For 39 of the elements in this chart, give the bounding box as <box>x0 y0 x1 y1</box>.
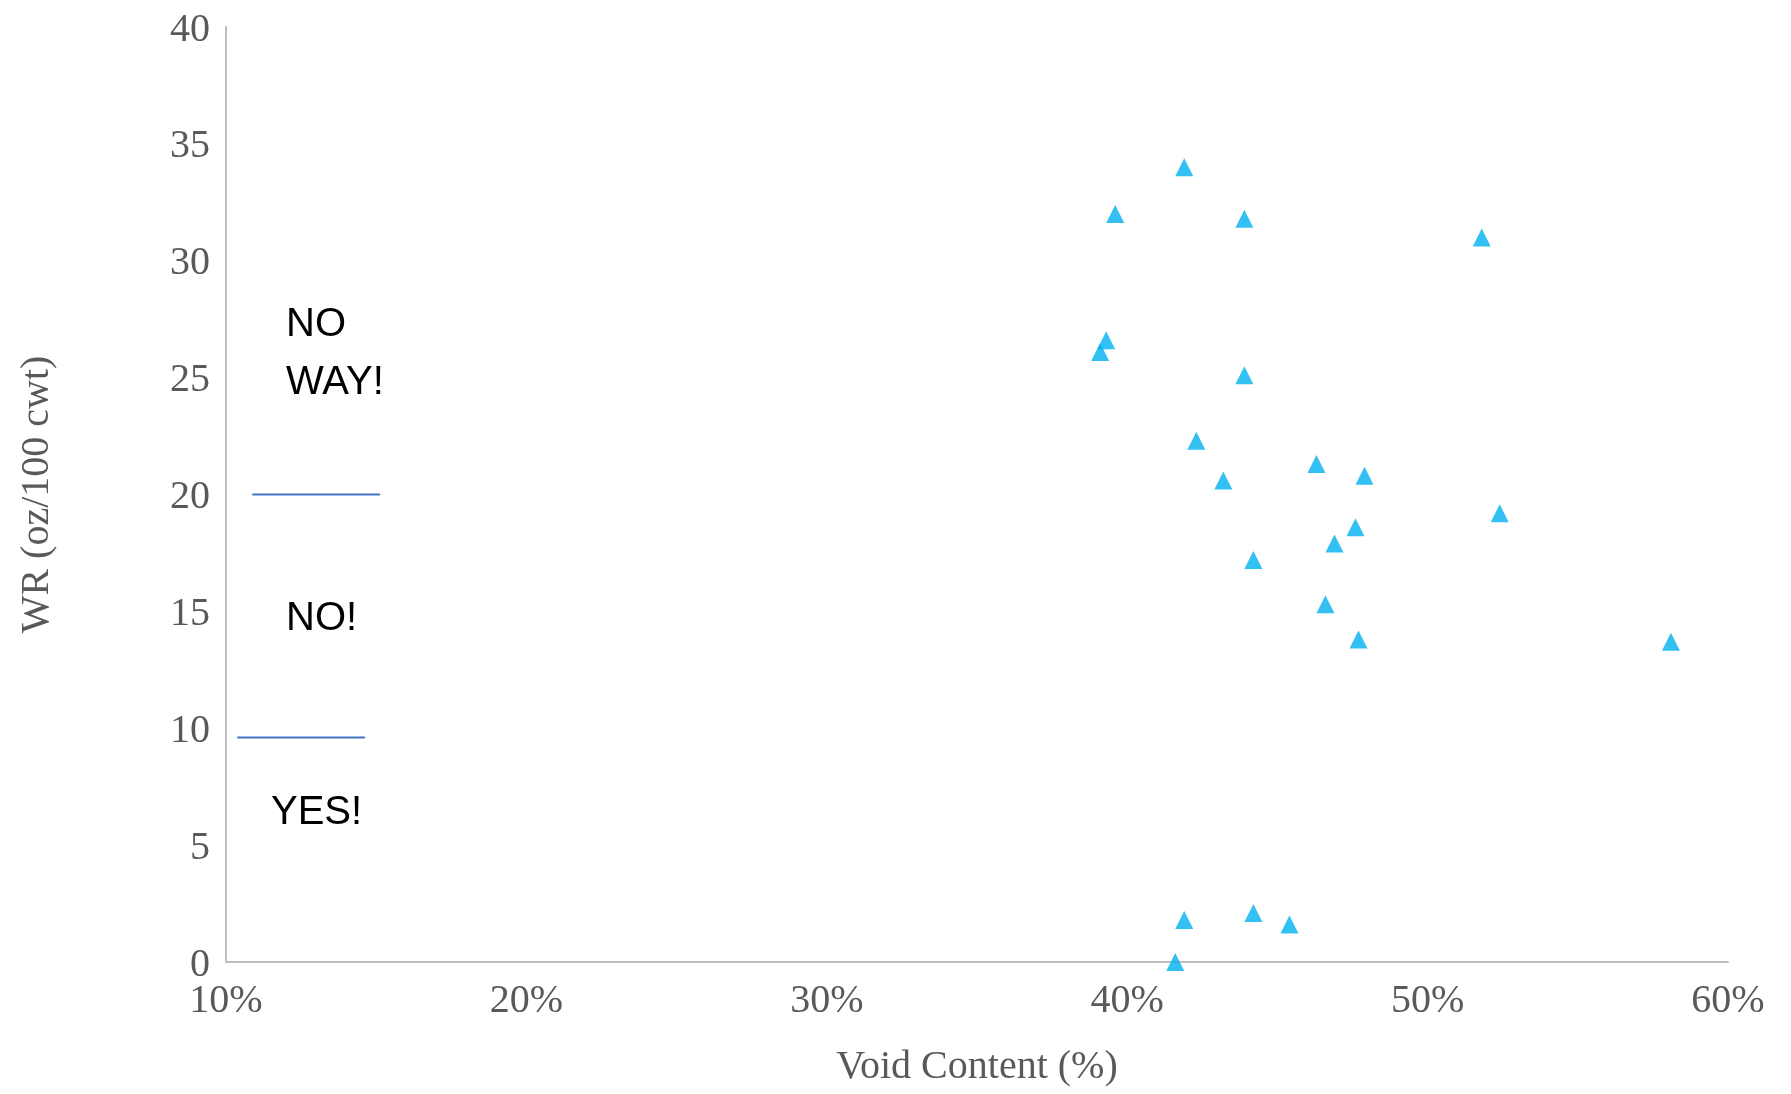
point <box>1472 228 1491 247</box>
annotation: YES! <box>271 787 363 832</box>
point <box>1661 632 1680 651</box>
y-tick-label: 30 <box>170 238 210 284</box>
point <box>1235 366 1254 385</box>
annotation: NO! <box>286 594 358 639</box>
point <box>1355 466 1374 485</box>
y-tick-label: 25 <box>170 355 210 401</box>
point <box>1490 504 1509 523</box>
point <box>1214 471 1233 490</box>
annotation: NO WAY! <box>286 299 384 402</box>
x-tick-label: 60% <box>1691 975 1765 1021</box>
point <box>1244 550 1263 569</box>
x-tick-label: 20% <box>489 975 564 1021</box>
y-tick-label: 35 <box>170 121 210 167</box>
x-tick-label: 40% <box>1090 975 1164 1021</box>
y-tick-label: 10 <box>170 705 210 751</box>
point <box>1166 953 1185 971</box>
point <box>1187 431 1206 450</box>
point <box>1325 534 1344 553</box>
y-tick-label: 40 <box>170 4 210 50</box>
point <box>1175 910 1194 929</box>
y-tick-label: 5 <box>190 822 210 868</box>
point <box>1316 595 1335 614</box>
y-tick-label: 20 <box>170 472 210 517</box>
x-axis-title: Void Content (%) <box>836 1041 1118 1087</box>
point <box>1235 209 1254 228</box>
point <box>1307 455 1326 474</box>
point <box>1349 630 1368 649</box>
point <box>1091 342 1110 361</box>
point <box>1106 205 1125 223</box>
y-axis-title: WR (oz/100 cwt) <box>11 355 57 634</box>
point <box>1280 915 1299 934</box>
point <box>1244 903 1263 922</box>
point <box>1346 518 1365 537</box>
x-tick-label: 30% <box>790 975 864 1021</box>
x-tick-label: 50% <box>1390 975 1465 1021</box>
point <box>1175 158 1194 177</box>
y-tick-label: 15 <box>170 588 210 634</box>
